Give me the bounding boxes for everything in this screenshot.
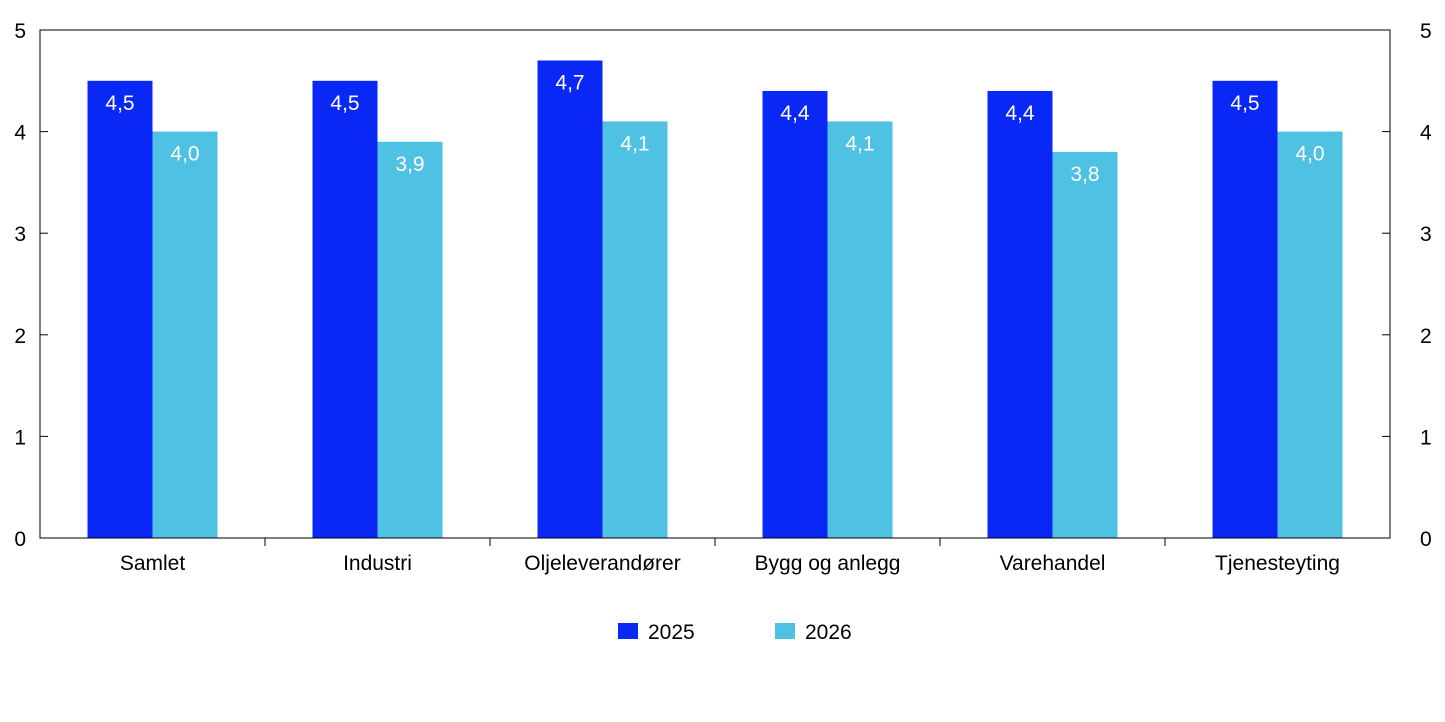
- data-label-2026-5: 4,0: [1295, 143, 1324, 166]
- x-tick-label-5: Tjenesteyting: [1215, 552, 1340, 575]
- bar-2025-5: [1212, 80, 1278, 539]
- bar-2026-1: [377, 141, 443, 538]
- y-tick-label-right-3: 3: [1420, 223, 1432, 246]
- bar-2026-4: [1052, 151, 1118, 539]
- y-tick-label-left-2: 2: [14, 325, 26, 348]
- x-tick-label-3: Bygg og anlegg: [755, 552, 901, 575]
- x-tick-label-2: Oljeleverandører: [524, 552, 680, 575]
- bar-2025-4: [987, 90, 1053, 539]
- y-tick-label-left-4: 4: [14, 122, 26, 145]
- legend-label-2026: 2026: [805, 621, 852, 644]
- bar-2025-3: [762, 90, 828, 539]
- axes-group: Samlet Industri Oljeleverandører Bygg og an…: [14, 20, 1432, 575]
- y-tick-label-right-2: 2: [1420, 325, 1432, 348]
- y-tick-label-right-5: 5: [1420, 20, 1432, 43]
- y-tick-label-right-1: 1: [1420, 426, 1432, 449]
- legend-swatch-2025: [618, 623, 638, 639]
- bar-2025-2: [537, 60, 603, 538]
- bars-group: [87, 60, 1343, 539]
- data-label-2025-5: 4,5: [1230, 92, 1259, 115]
- data-label-2025-3: 4,4: [780, 102, 810, 125]
- plot-frame: [39, 29, 1391, 539]
- bar-2026-0: [152, 131, 218, 538]
- data-label-2026-3: 4,1: [845, 132, 874, 155]
- y-tick-label-left-5: 5: [14, 20, 26, 43]
- y-tick-label-right-4: 4: [1420, 122, 1432, 145]
- data-label-2025-0: 4,5: [105, 92, 134, 115]
- y-tick-label-right-0: 0: [1420, 528, 1432, 551]
- bar-2025-0: [87, 80, 153, 539]
- data-label-2026-4: 3,8: [1070, 163, 1099, 186]
- data-label-2025-4: 4,4: [1005, 102, 1035, 125]
- bar-2026-3: [827, 121, 893, 538]
- y-tick-label-left-0: 0: [14, 528, 26, 551]
- data-label-2026-0: 4,0: [170, 143, 199, 166]
- x-tick-label-0: Samlet: [120, 552, 186, 575]
- bar-2025-1: [312, 80, 378, 539]
- bar-2026-2: [602, 121, 668, 538]
- x-tick-label-4: Varehandel: [1000, 552, 1106, 575]
- legend-swatch-2026: [775, 623, 795, 639]
- data-labels-group: 4,5 4,0 4,5 3,9 4,7 4,1 4,4 4,1 4,4 3,8 4,5 4,0: [105, 71, 1324, 185]
- data-label-2026-1: 3,9: [395, 153, 424, 176]
- y-tick-label-left-3: 3: [14, 223, 26, 246]
- x-tick-label-1: Industri: [343, 552, 412, 575]
- data-label-2025-1: 4,5: [330, 92, 359, 115]
- bar-2026-5: [1277, 131, 1343, 538]
- y-tick-label-left-1: 1: [14, 426, 26, 449]
- legend-label-2025: 2025: [648, 621, 695, 644]
- data-label-2026-2: 4,1: [620, 132, 649, 155]
- data-label-2025-2: 4,7: [555, 71, 584, 94]
- legend: 2025 2026: [618, 621, 852, 644]
